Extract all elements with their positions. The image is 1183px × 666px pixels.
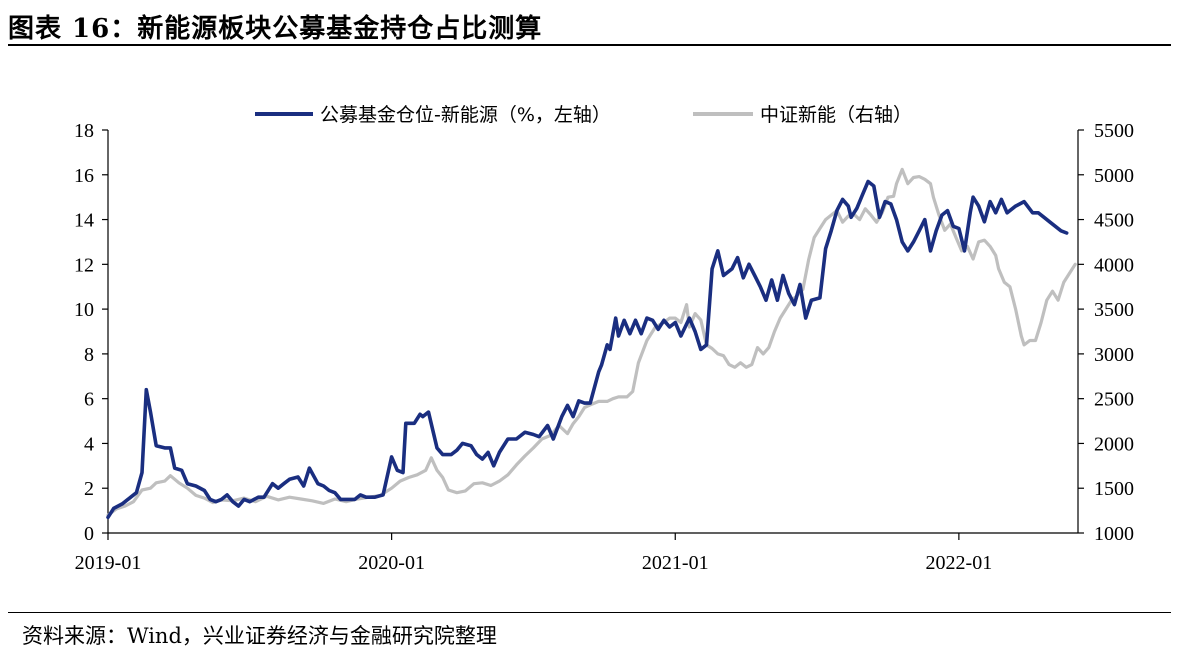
left-tick-label: 12: [74, 254, 94, 276]
x-tick-label: 2020-01: [358, 552, 425, 574]
top-rule: [8, 44, 1171, 46]
legend-label-csi-new-energy: 中证新能（右轴）: [760, 104, 912, 126]
series-line-csi-new-energy: [106, 167, 1077, 517]
right-tick-label: 3000: [1094, 344, 1134, 366]
right-tick-label: 4500: [1094, 210, 1134, 232]
figure-title: 图表 16：新能源板块公募基金持仓占比测算: [8, 14, 543, 44]
left-tick-label: 4: [84, 433, 94, 455]
x-tick-label: 2021-01: [642, 552, 709, 574]
right-tick-label: 1500: [1094, 478, 1134, 500]
left-tick-label: 0: [84, 523, 94, 545]
right-tick-label: 2500: [1094, 389, 1134, 411]
right-tick-label: 1000: [1094, 523, 1134, 545]
right-tick-label: 2000: [1094, 433, 1134, 455]
left-tick-label: 6: [84, 389, 94, 411]
right-tick-label: 5000: [1094, 165, 1134, 187]
right-tick-label: 3500: [1094, 299, 1134, 321]
right-tick-label: 4000: [1094, 254, 1134, 276]
left-tick-label: 14: [74, 210, 94, 232]
axes: 0 2 4 6 8 10 12 14 16 18 1000 1500 2000 2500 3000 3500 4…: [74, 120, 1134, 574]
source-note: 资料来源：Wind，兴业证券经济与金融研究院整理: [22, 624, 497, 648]
left-tick-label: 8: [84, 344, 94, 366]
left-tick-label: 18: [74, 120, 94, 142]
left-tick-label: 10: [74, 299, 94, 321]
series-line-fund-position: [106, 179, 1069, 520]
left-tick-label: 2: [84, 478, 94, 500]
left-tick-label: 16: [74, 165, 94, 187]
series-layer: [106, 167, 1077, 520]
x-tick-label: 2022-01: [926, 552, 993, 574]
bottom-rule: [8, 612, 1171, 613]
x-tick-label: 2019-01: [75, 552, 142, 574]
legend-label-fund-position: 公募基金仓位-新能源（%，左轴）: [320, 104, 611, 126]
right-tick-label: 5500: [1094, 120, 1134, 142]
legend: 公募基金仓位-新能源（%，左轴） 中证新能（右轴）: [255, 104, 912, 126]
